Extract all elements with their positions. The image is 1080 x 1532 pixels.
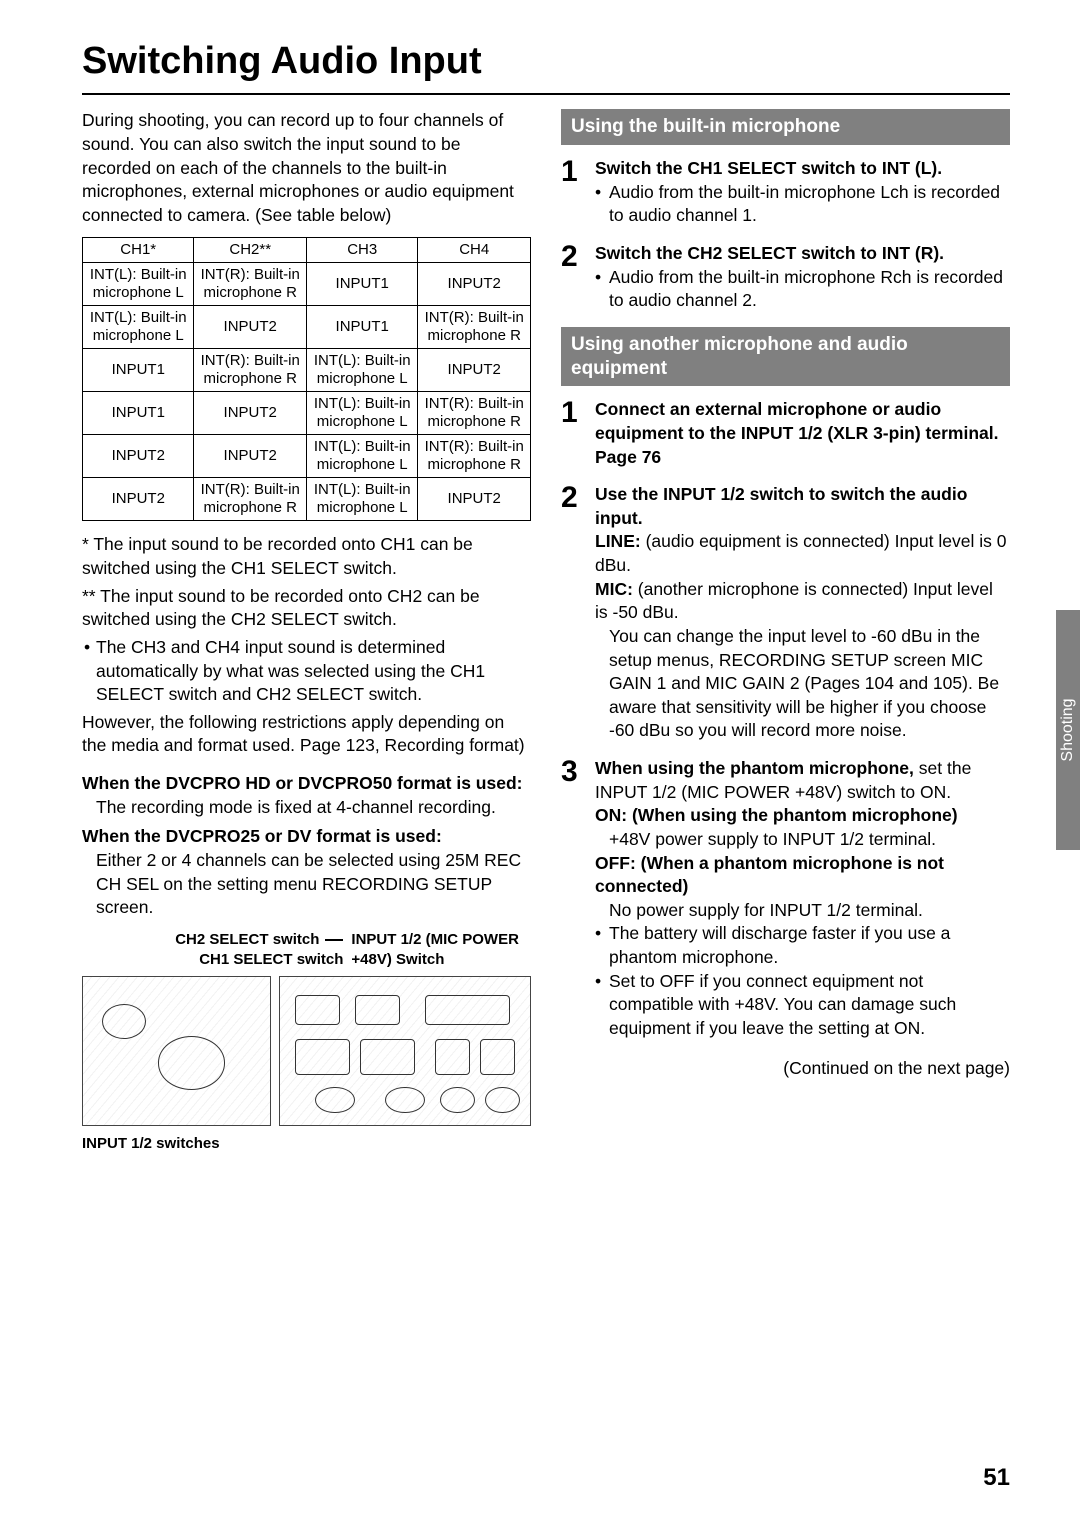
step-lead-inline: When using the phantom microphone, set t… [595, 757, 1010, 804]
two-column-layout: During shooting, you can record up to fo… [82, 109, 1010, 1154]
step-number: 1 [561, 398, 585, 469]
camera-diagram-left [82, 976, 271, 1126]
col-ch2: CH2** [194, 238, 307, 263]
table-cell: INPUT2 [194, 392, 307, 435]
table-row: INT(L): Built-in microphone LINT(R): Bui… [83, 263, 531, 306]
step-lead: Use the INPUT 1/2 switch to switch the a… [595, 483, 1010, 530]
off-body: No power supply for INPUT 1/2 terminal. [595, 899, 1010, 923]
footnote-4: However, the following restrictions appl… [82, 711, 531, 758]
col-ch4: CH4 [418, 238, 531, 263]
table-row: INT(L): Built-in microphone LINPUT2INPUT… [83, 306, 531, 349]
table-cell: INT(R): Built-in microphone R [418, 306, 531, 349]
side-tab-label: Shooting [1057, 698, 1079, 761]
format-body-1: The recording mode is fixed at 4-channel… [82, 796, 531, 820]
format-heading-2: When the DVCPRO25 or DV format is used: [82, 825, 531, 849]
label-ch2-select: CH2 SELECT switch [175, 930, 319, 950]
intro-paragraph: During shooting, you can record up to fo… [82, 109, 531, 227]
table-cell: INPUT1 [306, 263, 417, 306]
table-cell: INT(L): Built-in microphone L [83, 306, 194, 349]
table-cell: INT(L): Built-in microphone L [306, 392, 417, 435]
on-body: +48V power supply to INPUT 1/2 terminal. [595, 828, 1010, 852]
col-ch1: CH1* [83, 238, 194, 263]
table-cell: INT(R): Built-in microphone R [194, 478, 307, 521]
table-cell: INT(R): Built-in microphone R [194, 349, 307, 392]
step-lead: Switch the CH1 SELECT switch to INT (L). [595, 157, 1010, 181]
step-bullet: Set to OFF if you connect equipment not … [595, 970, 1010, 1041]
step-bullet: Audio from the built-in microphone Rch i… [595, 266, 1010, 313]
label-input12-switches: INPUT 1/2 switches [82, 1134, 531, 1154]
diagram-labels: CH2 SELECT switch CH1 SELECT switch INPU… [82, 930, 531, 971]
step-bullet: Audio from the built-in microphone Lch i… [595, 181, 1010, 228]
footnote-3: The CH3 and CH4 input sound is determine… [82, 636, 531, 707]
step-1: 1 Connect an external microphone or audi… [561, 398, 1010, 469]
table-cell: INT(R): Built-in microphone R [418, 435, 531, 478]
continued-note: (Continued on the next page) [561, 1057, 1010, 1081]
table-cell: INPUT1 [306, 306, 417, 349]
step-3: 3 When using the phantom microphone, set… [561, 757, 1010, 1041]
section-heading-builtin-mic: Using the built-in microphone [561, 109, 1010, 145]
table-cell: INT(L): Built-in microphone L [306, 478, 417, 521]
format-body-2: Either 2 or 4 channels can be selected u… [82, 849, 531, 920]
mic-setting: MIC: (another microphone is connected) I… [595, 578, 1010, 625]
step-2: 2 Switch the CH2 SELECT switch to INT (R… [561, 242, 1010, 313]
off-label: OFF: (When a phantom microphone is not c… [595, 852, 1010, 899]
table-cell: INPUT2 [194, 306, 307, 349]
step-bullet: The battery will discharge faster if you… [595, 922, 1010, 969]
table-cell: INT(R): Built-in microphone R [418, 392, 531, 435]
side-tab: Shooting [1056, 610, 1080, 850]
table-header-row: CH1* CH2** CH3 CH4 [83, 238, 531, 263]
left-column: During shooting, you can record up to fo… [82, 109, 531, 1154]
table-footnotes: * The input sound to be recorded onto CH… [82, 533, 531, 758]
channel-mapping-table: CH1* CH2** CH3 CH4 INT(L): Built-in micr… [82, 237, 531, 521]
step-1: 1 Switch the CH1 SELECT switch to INT (L… [561, 157, 1010, 228]
label-ch1-select: CH1 SELECT switch [199, 950, 343, 970]
table-cell: INPUT2 [418, 349, 531, 392]
leader-line-icon [325, 939, 343, 940]
table-cell: INT(L): Built-in microphone L [306, 349, 417, 392]
table-cell: INPUT2 [83, 478, 194, 521]
camera-diagram-right [279, 976, 531, 1126]
on-label: ON: (When using the phantom microphone) [595, 804, 1010, 828]
step-lead: Switch the CH2 SELECT switch to INT (R). [595, 242, 1010, 266]
table-cell: INPUT1 [83, 392, 194, 435]
col-ch3: CH3 [306, 238, 417, 263]
line-setting: LINE: (audio equipment is connected) Inp… [595, 530, 1010, 577]
step-number: 2 [561, 242, 585, 313]
label-input12-mic-power: INPUT 1/2 (MIC POWER +48V) Switch [351, 931, 519, 968]
table-cell: INPUT2 [418, 478, 531, 521]
page-number: 51 [983, 1462, 1010, 1494]
table-cell: INT(L): Built-in microphone L [306, 435, 417, 478]
right-column: Using the built-in microphone 1 Switch t… [561, 109, 1010, 1154]
page-title: Switching Audio Input [82, 36, 1010, 95]
step-number: 2 [561, 483, 585, 743]
footnote-1: * The input sound to be recorded onto CH… [82, 533, 531, 580]
table-cell: INPUT2 [83, 435, 194, 478]
format-heading-1: When the DVCPRO HD or DVCPRO50 format is… [82, 772, 531, 796]
table-cell: INPUT1 [83, 349, 194, 392]
footnote-2: ** The input sound to be recorded onto C… [82, 585, 531, 632]
table-row: INPUT1INPUT2INT(L): Built-in microphone … [83, 392, 531, 435]
table-cell: INPUT2 [194, 435, 307, 478]
step-2: 2 Use the INPUT 1/2 switch to switch the… [561, 483, 1010, 743]
step-lead: Connect an external microphone or audio … [595, 398, 1010, 469]
table-cell: INT(L): Built-in microphone L [83, 263, 194, 306]
table-row: INPUT2INPUT2INT(L): Built-in microphone … [83, 435, 531, 478]
section-heading-other-mic: Using another microphone and audio equip… [561, 327, 1010, 387]
mic-extra-note: You can change the input level to -60 dB… [595, 625, 1010, 743]
table-row: INPUT2INT(R): Built-in microphone RINT(L… [83, 478, 531, 521]
table-cell: INT(R): Built-in microphone R [194, 263, 307, 306]
step-number: 1 [561, 157, 585, 228]
table-row: INPUT1INT(R): Built-in microphone RINT(L… [83, 349, 531, 392]
step-number: 3 [561, 757, 585, 1041]
table-cell: INPUT2 [418, 263, 531, 306]
